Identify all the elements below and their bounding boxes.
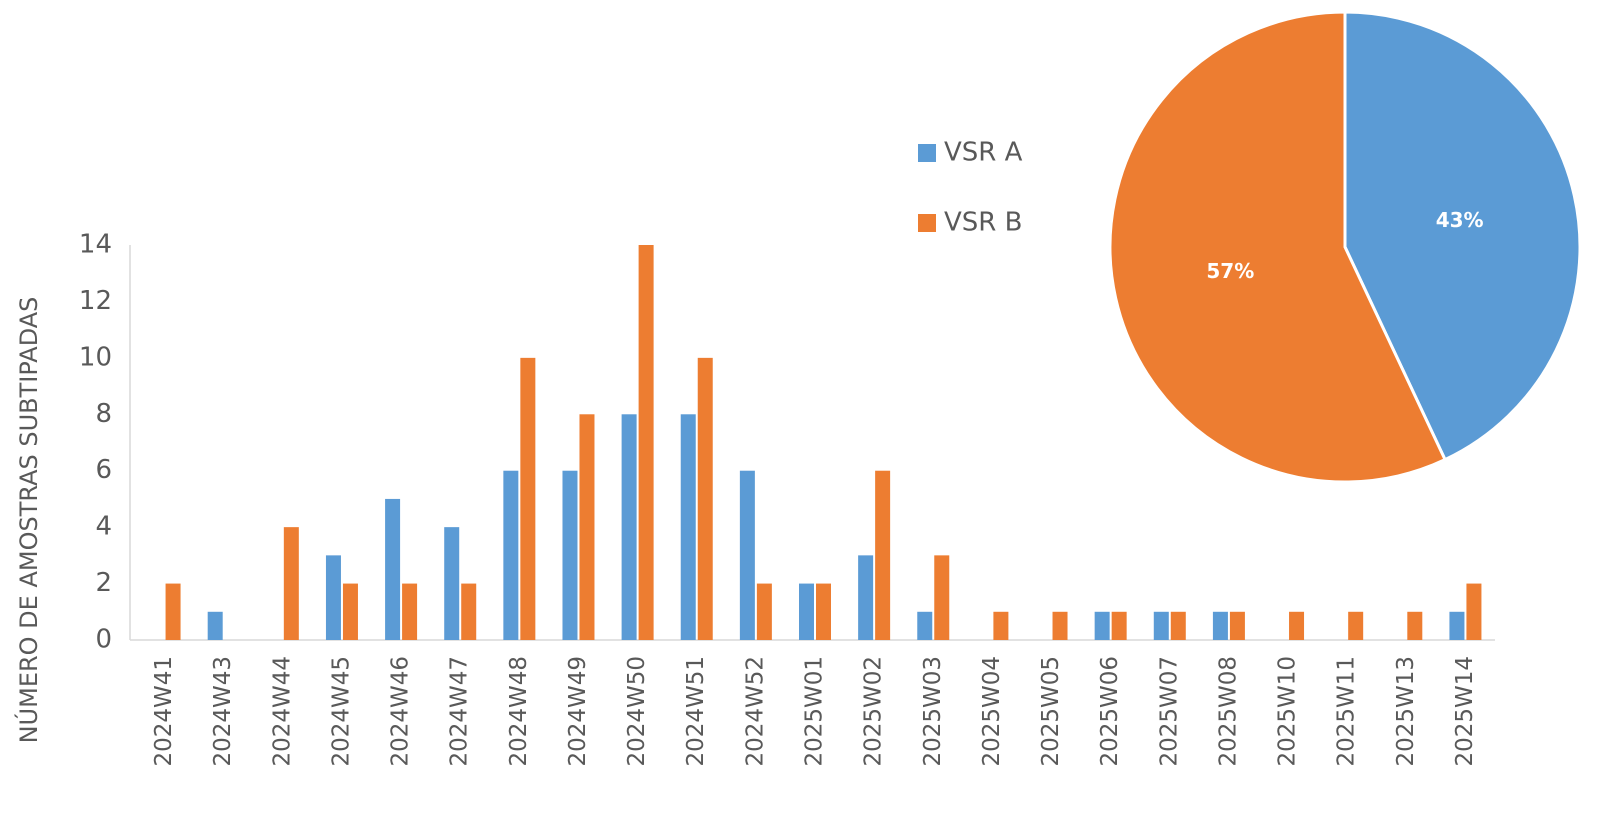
x-tick-label: 2025W01 — [802, 656, 828, 767]
x-tick-label: 2025W05 — [1038, 656, 1064, 767]
bar — [1052, 611, 1068, 640]
x-tick-label: 2024W50 — [624, 656, 650, 767]
bar — [1111, 611, 1127, 640]
bar — [816, 583, 831, 640]
bar — [444, 527, 460, 640]
bar — [385, 498, 401, 640]
bar — [917, 611, 933, 640]
bar — [638, 245, 654, 640]
x-tick-label: 2025W14 — [1452, 656, 1478, 767]
bar — [1170, 611, 1186, 640]
bar — [283, 527, 299, 640]
bar — [165, 583, 181, 640]
x-tick-label: 2025W06 — [1097, 656, 1123, 767]
bar — [1153, 611, 1169, 640]
legend-label: VSR A — [944, 138, 1023, 168]
x-tick-label: 2025W08 — [1215, 656, 1241, 767]
bar — [461, 583, 477, 640]
x-tick-label: 2025W03 — [920, 656, 946, 767]
bar — [875, 470, 891, 640]
x-tick-label: 2025W11 — [1334, 656, 1360, 767]
bar — [402, 583, 418, 640]
x-tick-label: 2024W45 — [328, 656, 354, 767]
x-tick-label: 2024W41 — [151, 656, 177, 767]
x-tick-label: 2024W51 — [683, 656, 709, 767]
bar — [1466, 583, 1482, 640]
bar — [325, 555, 341, 640]
y-tick-label: 8 — [95, 399, 112, 429]
bar — [207, 611, 223, 640]
pie-label: 57% — [1206, 259, 1254, 283]
x-tick-label: 2025W13 — [1393, 656, 1419, 767]
y-tick-label: 4 — [95, 512, 112, 542]
bar — [1407, 611, 1423, 640]
x-tick-label: 2024W49 — [565, 656, 591, 767]
bar — [503, 470, 519, 640]
pie-slice — [1108, 10, 1448, 484]
bar — [680, 414, 696, 640]
legend-swatch — [918, 214, 936, 232]
bar — [342, 583, 358, 640]
x-tick-label: 2024W43 — [210, 656, 236, 767]
x-tick-label: 2025W10 — [1275, 656, 1301, 767]
bar — [858, 555, 874, 640]
x-tick-label: 2025W07 — [1156, 656, 1182, 767]
bar — [520, 357, 536, 640]
x-tick-label: 2024W46 — [388, 656, 414, 767]
x-tick-label: 2024W47 — [447, 656, 473, 767]
y-tick-label: 2 — [95, 568, 112, 598]
legend-swatch — [918, 144, 936, 162]
bar — [621, 414, 637, 640]
y-axis-label: NÚMERO DE AMOSTRAS SUBTIPADAS — [13, 297, 43, 744]
y-tick-label: 6 — [95, 455, 112, 485]
pie-label: 43% — [1436, 208, 1484, 232]
y-tick-label: 12 — [79, 286, 112, 316]
x-tick-label: 2025W04 — [979, 656, 1005, 767]
y-tick-label: 14 — [79, 230, 112, 260]
legend-label: VSR B — [944, 208, 1022, 238]
x-tick-label: 2024W44 — [269, 656, 295, 767]
x-tick-label: 2024W52 — [742, 656, 768, 767]
bar — [1229, 611, 1245, 640]
x-tick-label: 2025W02 — [861, 656, 887, 767]
pie-slice — [1343, 10, 1582, 462]
bar — [1348, 611, 1364, 640]
bar — [1449, 611, 1465, 640]
bar — [756, 583, 772, 640]
bar — [1212, 611, 1228, 640]
bar — [799, 583, 814, 640]
y-tick-label: 10 — [79, 342, 112, 372]
x-tick-label: 2024W48 — [506, 656, 532, 767]
bar — [562, 470, 578, 640]
y-tick-label: 0 — [95, 625, 112, 655]
bar — [993, 611, 1009, 640]
bar — [739, 470, 755, 640]
bar — [579, 414, 595, 640]
bar — [934, 555, 950, 640]
bar — [1289, 611, 1305, 640]
bar — [1094, 611, 1110, 640]
bar — [697, 357, 713, 640]
